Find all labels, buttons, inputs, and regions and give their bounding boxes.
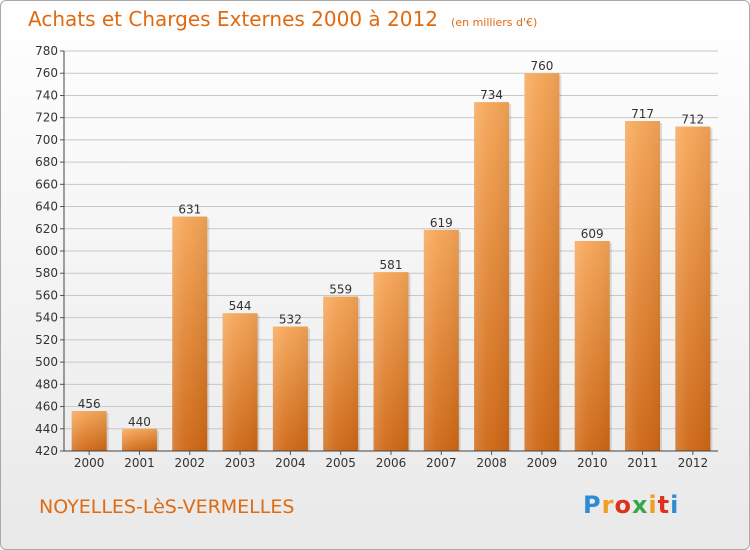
y-tick-label: 760 (35, 66, 58, 80)
logo-letter: r (601, 491, 615, 519)
bar-highlight (524, 73, 560, 451)
bars (71, 73, 713, 452)
bar-highlight (373, 272, 409, 451)
bar-highlight (121, 428, 157, 451)
data-label: 456 (78, 397, 101, 411)
x-tick-label: 2002 (174, 456, 205, 470)
y-tick-label: 440 (35, 422, 58, 436)
chart-title: Achats et Charges Externes 2000 à 2012 (28, 7, 438, 31)
x-tick-label: 2012 (678, 456, 709, 470)
x-tick-label: 2006 (376, 456, 407, 470)
data-label: 440 (128, 415, 151, 429)
x-tick-label: 2007 (426, 456, 457, 470)
y-tick-label: 740 (35, 88, 58, 102)
data-label: 760 (530, 59, 553, 73)
y-tick-label: 660 (35, 177, 58, 191)
data-label: 532 (279, 313, 302, 327)
x-tick-label: 2000 (74, 456, 105, 470)
logo-letter: P (583, 491, 602, 519)
x-tick-label: 2001 (124, 456, 155, 470)
data-label: 581 (380, 258, 403, 272)
bar-highlight (675, 126, 711, 452)
logo-letter: i (648, 491, 658, 519)
y-tick-label: 540 (35, 311, 58, 325)
x-tick-label: 2004 (275, 456, 306, 470)
x-tick-label: 2003 (225, 456, 256, 470)
commune-name: NOYELLES-LèS-VERMELLES (39, 496, 295, 518)
title-row: Achats et Charges Externes 2000 à 2012 (… (28, 7, 537, 31)
logo-letter: t (657, 491, 671, 519)
data-label: 609 (581, 227, 604, 241)
data-labels: 456 440 631 544 532 559 581 619 734 760 609 717 712 (78, 59, 705, 429)
x-tick-labels: 2000 2001 2002 2003 2004 2005 2006 2007 2008 2009… (74, 456, 708, 470)
logo-letter: x (631, 491, 649, 519)
bar-highlight (323, 296, 359, 451)
bar-highlight (625, 121, 661, 451)
y-tick-label: 680 (35, 155, 58, 169)
data-label: 734 (480, 88, 503, 102)
y-tick-label: 700 (35, 133, 58, 147)
y-tick-label: 500 (35, 355, 58, 369)
x-tick-label: 2005 (325, 456, 356, 470)
data-label: 559 (329, 283, 352, 297)
y-tick-label: 640 (35, 200, 58, 214)
y-tick-label: 520 (35, 333, 58, 347)
data-label: 717 (631, 107, 654, 121)
data-label: 619 (430, 216, 453, 230)
proxiti-logo: Proxiti (583, 491, 679, 519)
axes (60, 50, 718, 455)
data-label: 631 (178, 203, 201, 217)
y-tick-label: 580 (35, 266, 58, 280)
y-tick-label: 460 (35, 400, 58, 414)
x-tick-label: 2008 (476, 456, 507, 470)
x-tick-label: 2011 (627, 456, 658, 470)
x-tick-label: 2009 (527, 456, 558, 470)
y-tick-label: 780 (35, 44, 58, 58)
data-label: 712 (681, 113, 704, 127)
logo-letter: o (614, 491, 632, 519)
bar-highlight (574, 241, 610, 451)
y-tick-labels: 420 440 460 480 500 520 540 560 580 600 620 640 660 6… (35, 44, 58, 458)
logo-letter: i (670, 491, 680, 519)
y-tick-label: 720 (35, 111, 58, 125)
bar-highlight (423, 229, 459, 451)
data-label: 544 (229, 299, 252, 313)
bar-highlight (172, 216, 208, 451)
chart-subtitle: (en milliers d'€) (451, 16, 538, 29)
bar-highlight (71, 411, 107, 451)
y-tick-label: 560 (35, 288, 58, 302)
y-tick-label: 420 (35, 444, 58, 458)
x-tick-label: 2010 (577, 456, 608, 470)
bar-highlight (222, 313, 258, 451)
y-tick-label: 600 (35, 244, 58, 258)
y-tick-label: 480 (35, 377, 58, 391)
y-tick-label: 620 (35, 222, 58, 236)
bar-highlight (474, 102, 510, 451)
bar-highlight (272, 326, 308, 451)
